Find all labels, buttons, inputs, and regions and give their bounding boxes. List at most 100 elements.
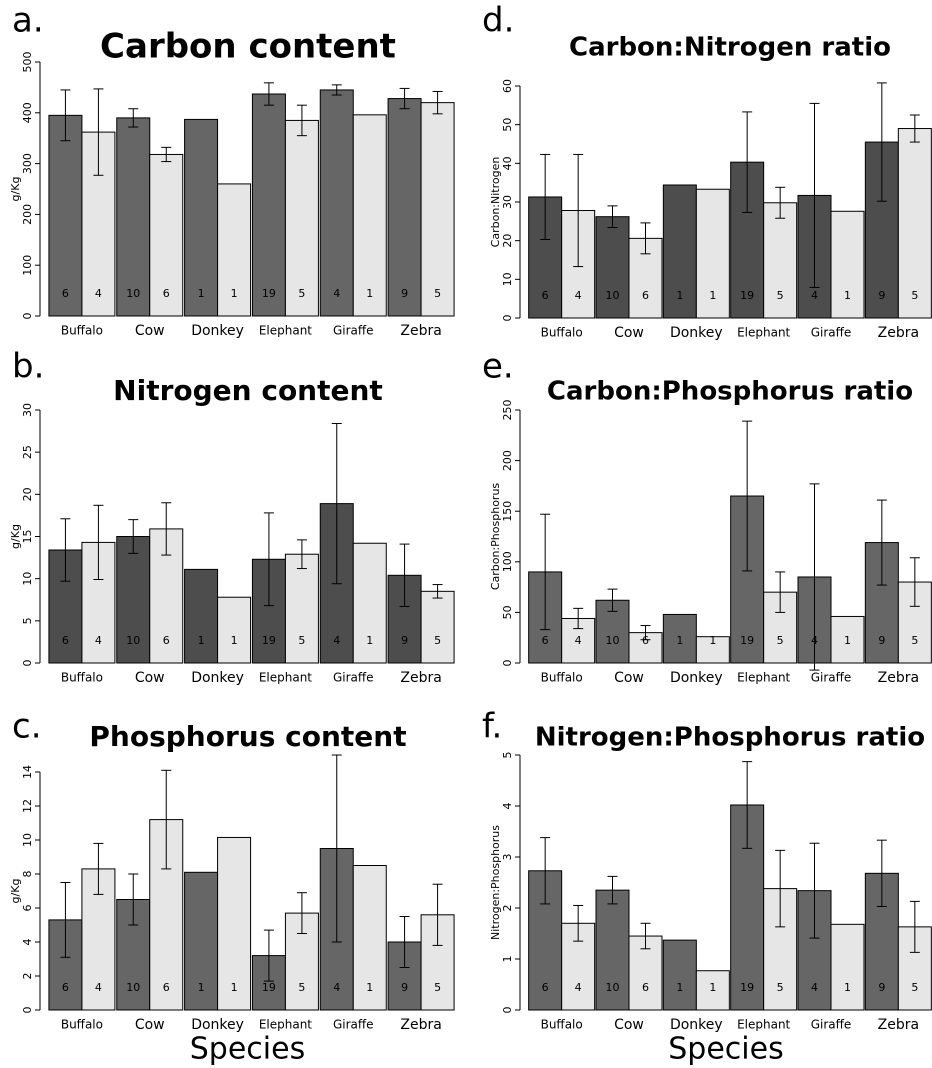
- bar: [662, 939, 697, 1011]
- x-tick-label: Giraffe: [333, 324, 374, 338]
- y-axis-label: Carbon:Phosphorus: [489, 483, 502, 591]
- y-tick-label: 4: [501, 803, 514, 810]
- sample-size: 1: [676, 289, 683, 302]
- y-tick-label: 200: [21, 204, 34, 225]
- panel-label: a.: [12, 1, 44, 41]
- sample-size: 5: [911, 289, 918, 302]
- sample-size: 19: [262, 634, 276, 647]
- x-tick-label: Donkey: [191, 1017, 244, 1033]
- sample-size: 6: [62, 981, 69, 994]
- y-tick-label: 10: [21, 572, 34, 586]
- bar: [184, 568, 219, 664]
- sample-size: 5: [911, 634, 918, 647]
- x-tick-label: Elephant: [259, 324, 312, 338]
- bar: [420, 102, 455, 317]
- bar: [184, 118, 219, 317]
- sample-size: 6: [542, 634, 549, 647]
- bar: [319, 89, 354, 317]
- bar: [116, 536, 151, 664]
- sample-size: 4: [333, 634, 340, 647]
- sample-size: 9: [878, 289, 885, 302]
- x-tick-label: Cow: [135, 323, 165, 339]
- y-tick-label: 5: [501, 752, 514, 759]
- sample-size: 5: [434, 634, 441, 647]
- x-axis-label: Species: [190, 1032, 305, 1067]
- sample-size: 1: [198, 634, 205, 647]
- y-tick-label: 300: [21, 153, 34, 174]
- sample-size: 4: [95, 287, 102, 300]
- y-axis-label: Carbon:Nitrogen: [489, 157, 502, 248]
- sample-size: 10: [606, 981, 620, 994]
- y-axis-label: g/Kg: [9, 524, 22, 549]
- y-tick-label: 6: [21, 905, 34, 912]
- sample-size: 1: [366, 287, 373, 300]
- y-axis-label: g/Kg: [9, 879, 22, 904]
- sample-size: 1: [366, 634, 373, 647]
- y-tick-label: 200: [501, 450, 514, 471]
- sample-size: 1: [844, 289, 851, 302]
- sample-size: 9: [878, 981, 885, 994]
- bar: [595, 889, 630, 1011]
- bar: [387, 98, 422, 317]
- sample-size: 9: [401, 981, 408, 994]
- y-tick-label: 8: [21, 871, 34, 878]
- sample-size: 6: [62, 634, 69, 647]
- x-tick-label: Buffalo: [61, 1018, 103, 1032]
- sample-size: 6: [642, 981, 649, 994]
- bar: [217, 183, 252, 317]
- bar: [830, 210, 865, 319]
- sample-size: 4: [811, 981, 818, 994]
- sample-size: 10: [606, 634, 620, 647]
- bar: [897, 128, 932, 319]
- bar: [595, 216, 630, 319]
- sample-size: 1: [231, 287, 238, 300]
- sample-size: 1: [676, 634, 683, 647]
- bar: [830, 615, 865, 664]
- sample-size: 4: [95, 634, 102, 647]
- y-tick-label: 40: [501, 156, 514, 170]
- x-tick-label: Elephant: [737, 1018, 790, 1032]
- bar: [284, 119, 319, 317]
- y-tick-label: 5: [21, 617, 34, 624]
- sample-size: 9: [401, 634, 408, 647]
- sample-size: 1: [844, 634, 851, 647]
- bar: [184, 871, 219, 1011]
- y-tick-label: 25: [21, 445, 34, 459]
- sample-size: 6: [642, 289, 649, 302]
- x-tick-label: Donkey: [670, 1017, 723, 1033]
- x-tick-label: Giraffe: [333, 1018, 374, 1032]
- sample-size: 4: [95, 981, 102, 994]
- bar: [830, 923, 865, 1011]
- y-tick-label: 1: [501, 956, 514, 963]
- sample-size: 5: [434, 287, 441, 300]
- sample-size: 1: [676, 981, 683, 994]
- bar: [695, 188, 730, 319]
- bar: [284, 553, 319, 664]
- x-tick-label: Giraffe: [811, 326, 852, 340]
- y-tick-label: 60: [501, 79, 514, 93]
- bar: [662, 613, 697, 664]
- sample-size: 10: [126, 287, 140, 300]
- sample-size: 5: [434, 981, 441, 994]
- y-tick-label: 150: [501, 501, 514, 522]
- y-tick-label: 2: [21, 973, 34, 980]
- sample-size: 5: [911, 981, 918, 994]
- sample-size: 6: [542, 289, 549, 302]
- sample-size: 1: [366, 981, 373, 994]
- sample-size: 4: [333, 981, 340, 994]
- sample-size: 1: [198, 287, 205, 300]
- y-tick-label: 30: [21, 403, 34, 417]
- bar: [352, 865, 387, 1011]
- x-tick-label: Cow: [135, 670, 165, 686]
- bar: [217, 836, 252, 1011]
- y-tick-label: 0: [21, 1007, 34, 1014]
- x-tick-label: Zebra: [400, 1017, 441, 1033]
- x-tick-label: Cow: [614, 1017, 644, 1033]
- y-axis-label: Nitrogen:Phosphorus: [489, 825, 502, 940]
- y-tick-label: 400: [21, 102, 34, 123]
- panel-label: d.: [482, 1, 514, 41]
- x-tick-label: Donkey: [191, 323, 244, 339]
- chart-title: Phosphorus content: [89, 720, 406, 753]
- x-tick-label: Buffalo: [61, 324, 103, 338]
